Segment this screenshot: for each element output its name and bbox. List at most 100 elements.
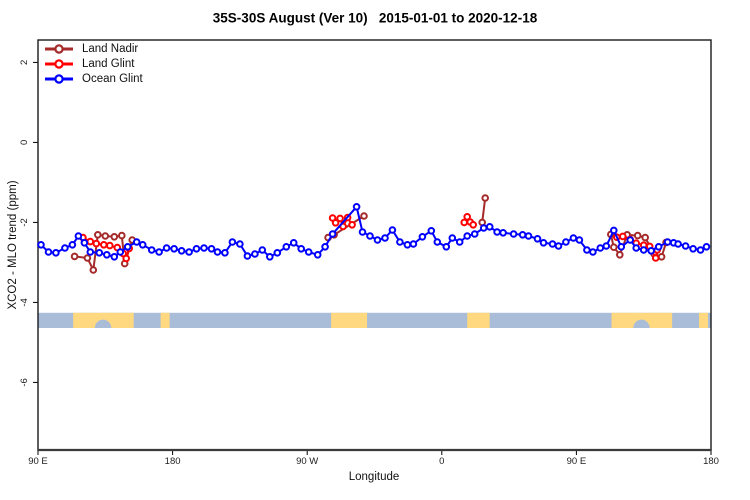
data-point bbox=[132, 238, 141, 246]
data-point bbox=[106, 241, 114, 250]
legend-label: Ocean Glint bbox=[82, 72, 143, 85]
x-axis: 90 E 180 90 W 0 90 E 180 bbox=[28, 450, 719, 467]
data-point bbox=[221, 249, 229, 257]
legend-item-ocean-glint: Ocean Glint bbox=[44, 71, 143, 86]
data-point bbox=[485, 223, 494, 231]
data-point bbox=[448, 234, 457, 242]
data-point bbox=[147, 246, 156, 254]
data-point bbox=[702, 243, 711, 251]
data-point bbox=[336, 214, 344, 223]
data-point bbox=[273, 249, 282, 257]
data-point bbox=[94, 231, 102, 239]
land-patch bbox=[331, 312, 368, 328]
data-point bbox=[647, 247, 656, 255]
data-point bbox=[427, 227, 436, 235]
data-point bbox=[632, 244, 641, 252]
data-point bbox=[110, 233, 119, 241]
data-point bbox=[610, 226, 618, 235]
data-point bbox=[92, 239, 101, 248]
data-point bbox=[689, 245, 697, 253]
data-point bbox=[455, 238, 464, 246]
data-point bbox=[463, 213, 472, 221]
data-point bbox=[548, 240, 557, 248]
data-point bbox=[289, 239, 298, 247]
data-point bbox=[616, 251, 624, 259]
coast-notch bbox=[94, 319, 112, 328]
data-point bbox=[266, 252, 274, 261]
data-point bbox=[562, 238, 570, 246]
data-point bbox=[236, 240, 244, 248]
svg-text:180: 180 bbox=[165, 456, 181, 467]
data-point bbox=[44, 248, 53, 256]
data-point bbox=[282, 243, 291, 251]
ocean-glint-marker-icon bbox=[45, 73, 73, 84]
data-point bbox=[373, 236, 382, 244]
svg-text:0: 0 bbox=[19, 140, 30, 145]
data-point bbox=[138, 241, 147, 249]
data-point bbox=[381, 234, 389, 242]
data-point bbox=[418, 233, 427, 241]
data-point bbox=[207, 245, 216, 253]
surface-strip bbox=[38, 312, 711, 328]
data-point bbox=[639, 246, 648, 254]
data-point bbox=[641, 233, 650, 242]
data-point bbox=[313, 251, 322, 259]
data-point bbox=[228, 238, 237, 246]
data-point bbox=[122, 254, 130, 263]
data-point bbox=[123, 243, 132, 251]
data-point bbox=[583, 246, 591, 254]
data-point bbox=[89, 266, 98, 274]
y-axis-label: XCO2 - MLO trend (ppm) bbox=[7, 180, 19, 310]
data-point bbox=[70, 252, 79, 261]
data-point bbox=[674, 240, 682, 248]
land-glint-series bbox=[79, 213, 662, 263]
data-point bbox=[243, 252, 252, 260]
data-point bbox=[396, 238, 404, 246]
data-point bbox=[651, 254, 660, 262]
y-axis: 2 0 -2 -4 -6 bbox=[19, 60, 38, 387]
data-point bbox=[192, 245, 201, 253]
data-point bbox=[74, 232, 83, 240]
data-point bbox=[696, 246, 705, 254]
svg-text:-6: -6 bbox=[19, 378, 30, 386]
data-point bbox=[403, 241, 412, 249]
data-point bbox=[331, 219, 340, 227]
data-point bbox=[602, 242, 611, 250]
data-point bbox=[321, 243, 329, 251]
data-point bbox=[469, 221, 478, 229]
data-point bbox=[110, 252, 119, 261]
data-point bbox=[101, 232, 110, 240]
data-point bbox=[554, 242, 563, 250]
legend-label: Land Nadir bbox=[82, 42, 139, 55]
data-point bbox=[433, 238, 442, 246]
data-point bbox=[86, 237, 95, 246]
data-point bbox=[37, 241, 45, 249]
data-point bbox=[366, 232, 374, 240]
data-point bbox=[86, 248, 95, 256]
legend-label: Land Glint bbox=[82, 57, 135, 70]
data-point bbox=[681, 242, 690, 250]
svg-text:2: 2 bbox=[19, 60, 30, 65]
data-point bbox=[596, 244, 605, 252]
data-point bbox=[258, 246, 267, 254]
data-point bbox=[633, 231, 642, 240]
data-point bbox=[118, 231, 126, 240]
legend: Land Nadir Land Glint Ocean Glint bbox=[44, 41, 143, 86]
data-point bbox=[348, 221, 356, 229]
data-point bbox=[213, 248, 222, 256]
x-axis-label: Longitude bbox=[348, 471, 400, 483]
data-point bbox=[524, 232, 533, 240]
data-point bbox=[155, 248, 163, 256]
data-point bbox=[470, 230, 479, 238]
data-point bbox=[657, 252, 666, 261]
legend-item-land-nadir: Land Nadir bbox=[44, 41, 143, 56]
data-point bbox=[61, 244, 69, 252]
ocean-glint-series bbox=[37, 203, 711, 261]
svg-text:-4: -4 bbox=[19, 298, 30, 306]
data-point bbox=[619, 232, 627, 241]
data-point bbox=[360, 212, 368, 220]
data-point bbox=[200, 244, 208, 252]
data-point bbox=[304, 248, 313, 256]
data-point bbox=[533, 235, 542, 243]
